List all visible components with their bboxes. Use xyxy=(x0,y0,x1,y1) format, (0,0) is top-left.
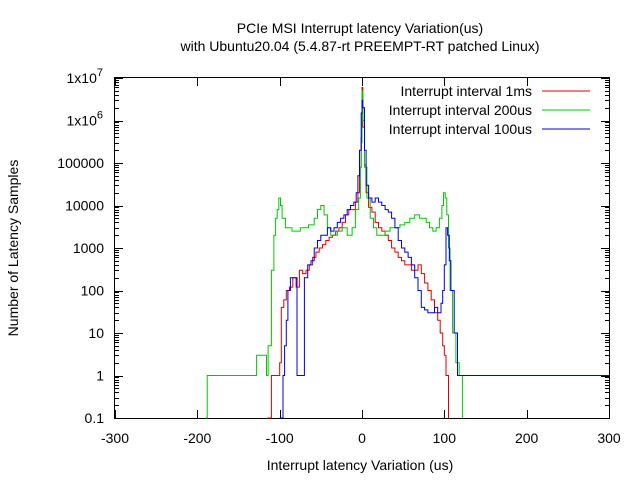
x-axis: -300 -200 -100 0 100 200 300 xyxy=(101,78,621,446)
y-tick-label: 1x106 xyxy=(67,110,103,129)
chart-title-line1: PCIe MSI Interrupt latency Variation(us) xyxy=(237,20,483,36)
x-tick-label: 300 xyxy=(597,430,621,446)
y-tick-label: 10 xyxy=(88,325,104,341)
y-tick-label: 10000 xyxy=(65,198,104,214)
x-axis-label: Interrupt latency Variation (us) xyxy=(267,457,454,473)
legend-label: Interrupt interval 100us xyxy=(389,121,532,137)
legend-label: Interrupt interval 200us xyxy=(389,102,532,118)
y-axis: 0.1 1 10 100 1000 10000 100000 1x106 1x107 xyxy=(57,67,609,426)
series-line-3 xyxy=(279,99,609,419)
x-tick-label: 200 xyxy=(515,430,539,446)
plot-area xyxy=(114,77,610,419)
series-line-2 xyxy=(205,90,463,419)
y-tick-label: 100000 xyxy=(57,155,104,171)
y-tick-label: 1 xyxy=(96,368,104,384)
y-tick-label: 1000 xyxy=(73,240,104,256)
x-tick-label: -200 xyxy=(183,430,211,446)
x-tick-label: 0 xyxy=(358,430,366,446)
y-tick-label: 0.1 xyxy=(85,410,105,426)
legend-label: Interrupt interval 1ms xyxy=(401,83,533,99)
y-tick-label: 100 xyxy=(81,283,105,299)
y-tick-label: 1x107 xyxy=(67,67,103,86)
x-tick-label: -100 xyxy=(266,430,294,446)
x-tick-label: 100 xyxy=(433,430,457,446)
y-axis-label: Number of Latency Samples xyxy=(5,160,21,337)
series-layer xyxy=(205,86,609,419)
legend: Interrupt interval 1ms Interrupt interval… xyxy=(389,83,590,137)
x-tick-label: -300 xyxy=(101,430,129,446)
chart-title-line2: with Ubuntu20.04 (5.4.87-rt PREEMPT-RT p… xyxy=(180,38,540,54)
